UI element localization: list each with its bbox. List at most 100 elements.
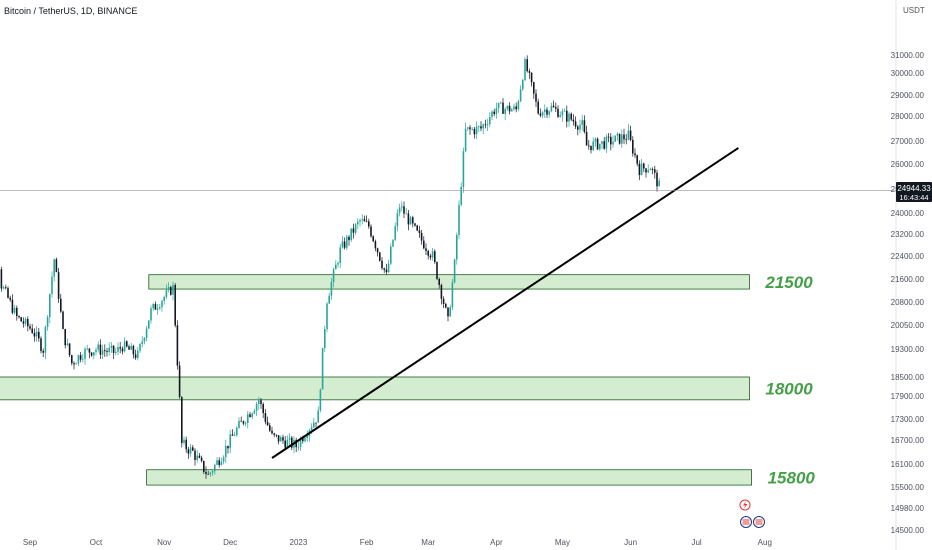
candle-body xyxy=(163,296,165,301)
candle-body xyxy=(434,251,436,263)
candle-body xyxy=(390,246,392,264)
candle-body xyxy=(189,447,192,454)
candle-body xyxy=(451,282,454,308)
time-tick-label: Aug xyxy=(758,538,772,547)
candle-body xyxy=(117,347,119,352)
candle-body xyxy=(449,307,451,317)
candle-body xyxy=(473,129,476,135)
candle-body xyxy=(491,111,493,117)
price-tick-label: 24000.00 xyxy=(891,209,925,218)
candle-body xyxy=(317,410,319,423)
candle-body xyxy=(68,343,71,356)
price-tick-label: 18500.00 xyxy=(891,373,925,382)
candle-body xyxy=(38,331,40,339)
time-tick-label: Jun xyxy=(624,538,637,547)
time-tick-label: May xyxy=(555,538,570,547)
candle-body xyxy=(93,352,95,356)
candle-body xyxy=(335,264,337,270)
candle-body xyxy=(656,172,658,187)
zone-label-21500: 21500 xyxy=(764,273,813,292)
candle-body xyxy=(231,434,234,436)
candle-body xyxy=(77,355,80,364)
candle-body xyxy=(348,236,350,241)
time-tick-label: 2023 xyxy=(290,538,308,547)
candle-body xyxy=(192,447,194,451)
candle-body xyxy=(471,129,473,130)
candle-body xyxy=(251,413,253,418)
candle-body xyxy=(178,365,181,397)
candle-body xyxy=(286,439,289,448)
candle-body xyxy=(167,287,170,291)
candle-body xyxy=(42,351,44,353)
event-icons[interactable] xyxy=(739,499,765,528)
zone-label-15800: 15800 xyxy=(768,468,816,487)
candle-body xyxy=(304,437,306,442)
candle-body xyxy=(467,127,469,129)
candle-body xyxy=(253,410,256,414)
candle-body xyxy=(579,124,581,130)
candle-body xyxy=(0,269,3,289)
candle-body xyxy=(354,224,357,233)
time-tick-label: Feb xyxy=(360,538,374,547)
time-tick-label: Dec xyxy=(223,538,237,547)
candle-body xyxy=(368,221,370,227)
candle-body xyxy=(319,389,322,411)
candle-body xyxy=(126,341,128,347)
candle-body xyxy=(436,262,438,280)
candle-body xyxy=(55,259,58,273)
candle-body xyxy=(269,425,271,431)
candle-body xyxy=(97,344,99,350)
candle-body xyxy=(544,109,546,113)
candle-body xyxy=(350,228,352,241)
candle-body xyxy=(95,349,97,353)
candle-body xyxy=(240,420,242,422)
candle-body xyxy=(484,124,487,126)
candle-body xyxy=(651,169,654,170)
candle-body xyxy=(566,110,568,122)
candle-body xyxy=(429,255,432,258)
time-axis[interactable]: Sep Oct Nov Dec 2023 Feb Mar Apr May Jun Jul Aug xyxy=(23,538,772,547)
candle-body xyxy=(592,141,594,151)
time-tick-label: Apr xyxy=(490,538,503,547)
candle-body xyxy=(438,279,440,285)
time-tick-label: Oct xyxy=(90,538,103,547)
candle-body xyxy=(654,169,656,173)
candle-body xyxy=(332,269,335,283)
candle-body xyxy=(508,105,511,112)
candle-body xyxy=(618,133,621,144)
candle-body xyxy=(207,474,209,475)
candle-body xyxy=(203,460,205,472)
candle-body xyxy=(2,287,5,289)
candle-body xyxy=(500,102,502,104)
price-axis[interactable]: 31000.00 30000.00 29000.00 28000.00 27000.00… xyxy=(891,51,925,535)
candle-body xyxy=(110,345,113,348)
candle-body xyxy=(310,427,313,431)
candle-body xyxy=(636,155,638,164)
candle-body xyxy=(513,106,515,110)
candle-body xyxy=(288,437,291,440)
trendline[interactable] xyxy=(271,147,739,459)
candle-body xyxy=(330,282,333,296)
candle-body xyxy=(495,107,498,115)
candle-body xyxy=(445,303,447,308)
candle-body xyxy=(588,145,590,147)
candle-body xyxy=(205,471,207,475)
candle-body xyxy=(60,298,62,312)
candle-body xyxy=(119,347,121,349)
candle-body xyxy=(101,350,104,355)
candle-body xyxy=(115,351,117,353)
candle-body xyxy=(200,457,203,461)
price-tick-label: 16100.00 xyxy=(891,460,925,469)
candle-body xyxy=(24,318,27,324)
price-tick-label: 15500.00 xyxy=(891,483,925,492)
candle-body xyxy=(227,445,229,449)
candle-body xyxy=(71,355,73,364)
candle-body xyxy=(361,219,363,221)
candle-body xyxy=(242,421,245,424)
candle-body xyxy=(220,461,223,466)
candle-body xyxy=(649,169,652,171)
candle-body xyxy=(75,363,77,365)
candle-body xyxy=(315,422,317,424)
candle-body xyxy=(145,328,148,339)
